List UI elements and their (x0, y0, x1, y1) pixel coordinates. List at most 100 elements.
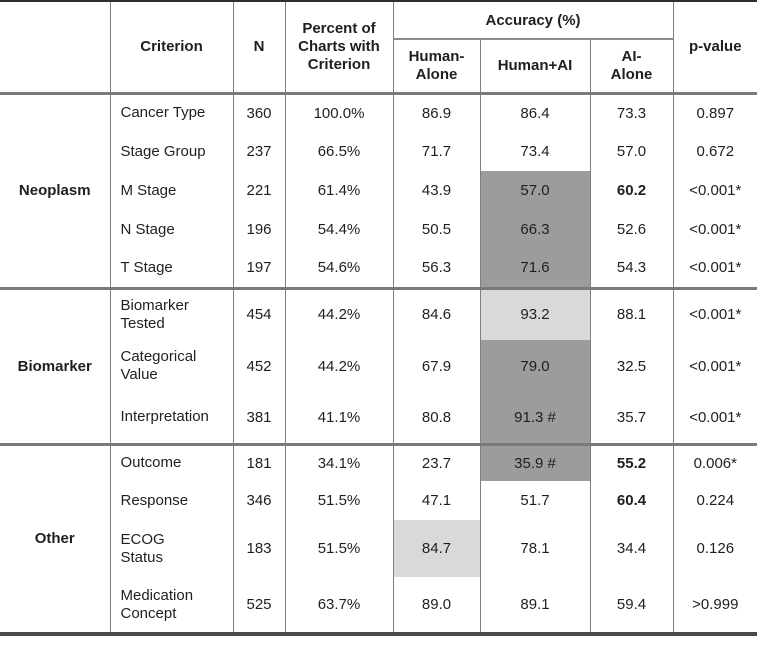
cell-human-alone: 80.8 (392, 392, 480, 444)
cell-criterion: Medication Concept (109, 577, 233, 634)
cell-percent: 100.0% (284, 93, 393, 132)
cell-human-alone: 86.9 (392, 93, 480, 132)
cell-percent: 61.4% (284, 171, 393, 210)
cell-ai-alone: 73.3 (589, 93, 674, 132)
table-row: Stage Group 237 66.5% 71.7 73.4 57.0 0.6… (0, 132, 757, 171)
table-row: Medication Concept 525 63.7% 89.0 89.1 5… (0, 577, 757, 634)
table-row: M Stage 221 61.4% 43.9 57.0 60.2 <0.001* (0, 171, 757, 210)
cell-group: Biomarker (0, 288, 110, 444)
cell-p-value: <0.001* (672, 288, 757, 340)
cell-human-alone: 84.6 (392, 288, 480, 340)
cell-human-ai: 73.4 (479, 132, 590, 171)
cell-ai-alone: 54.3 (589, 249, 674, 288)
cell-p-value: <0.001* (672, 249, 757, 288)
table-row: ECOG Status 183 51.5% 84.7 78.1 34.4 0.1… (0, 520, 757, 577)
table-row: Other Outcome 181 34.1% 23.7 35.9 # 55.2… (0, 444, 757, 634)
cell-group: Neoplasm (0, 93, 110, 288)
header-human-ai: Human+AI (479, 39, 590, 93)
cell-human-alone: 23.7 (392, 444, 480, 481)
table-row: Response 346 51.5% 47.1 51.7 60.4 0.224 (0, 481, 757, 520)
cell-human-ai: 93.2 (479, 288, 590, 340)
cell-human-ai: 71.6 (479, 249, 590, 288)
cell-n: 221 (232, 171, 285, 210)
cell-p-value: <0.001* (672, 210, 757, 249)
cell-human-alone: 84.7 (392, 520, 480, 577)
cell-criterion: T Stage (109, 249, 233, 288)
cell-n: 237 (232, 132, 285, 171)
cell-criterion: Categorical Value (109, 340, 233, 392)
cell-human-alone: 71.7 (392, 132, 480, 171)
cell-n: 196 (232, 210, 285, 249)
cell-p-value: 0.126 (672, 520, 757, 577)
cell-n: 183 (232, 520, 285, 577)
cell-criterion: N Stage (109, 210, 233, 249)
cell-ai-alone: 32.5 (589, 340, 674, 392)
cell-n: 452 (232, 340, 285, 392)
cell-criterion: Biomarker Tested (109, 288, 233, 340)
cell-human-alone: 43.9 (392, 171, 480, 210)
header-row-top: Criterion N Percent of Charts with Crite… (0, 1, 757, 93)
header-n: N (232, 1, 285, 93)
cell-p-value: 0.224 (672, 481, 757, 520)
cell-human-alone: 56.3 (392, 249, 480, 288)
cell-ai-alone: 52.6 (589, 210, 674, 249)
section-other: Other Outcome 181 34.1% 23.7 35.9 # 55.2… (0, 444, 757, 634)
header-human-alone: Human- Alone (392, 39, 480, 93)
cell-percent: 54.6% (284, 249, 393, 288)
cell-percent: 34.1% (284, 444, 393, 481)
cell-percent: 51.5% (284, 520, 393, 577)
cell-n: 525 (232, 577, 285, 634)
cell-ai-alone: 88.1 (589, 288, 674, 340)
cell-p-value: <0.001* (672, 340, 757, 392)
cell-human-ai: 51.7 (479, 481, 590, 520)
cell-percent: 51.5% (284, 481, 393, 520)
section-biomarker: Biomarker Biomarker Tested 454 44.2% 84.… (0, 288, 757, 444)
cell-n: 454 (232, 288, 285, 340)
cell-ai-alone: 59.4 (589, 577, 674, 634)
cell-human-ai: 57.0 (479, 171, 590, 210)
cell-criterion: Response (109, 481, 233, 520)
cell-n: 360 (232, 93, 285, 132)
cell-human-ai: 89.1 (479, 577, 590, 634)
cell-ai-alone: 55.2 (589, 444, 674, 481)
section-neoplasm: Neoplasm Cancer Type 360 100.0% 86.9 86.… (0, 93, 757, 288)
cell-human-alone: 50.5 (392, 210, 480, 249)
table-row: Biomarker Biomarker Tested 454 44.2% 84.… (0, 288, 757, 444)
cell-p-value: <0.001* (672, 392, 757, 444)
header-group-empty (0, 1, 110, 93)
cell-criterion: M Stage (109, 171, 233, 210)
cell-n: 346 (232, 481, 285, 520)
cell-p-value: 0.672 (672, 132, 757, 171)
cell-p-value: >0.999 (672, 577, 757, 634)
header-percent-charts: Percent of Charts with Criterion (284, 1, 393, 93)
cell-n: 197 (232, 249, 285, 288)
cell-human-alone: 47.1 (392, 481, 480, 520)
table-row: T Stage 197 54.6% 56.3 71.6 54.3 <0.001* (0, 249, 757, 288)
cell-percent: 63.7% (284, 577, 393, 634)
table-row: N Stage 196 54.4% 50.5 66.3 52.6 <0.001* (0, 210, 757, 249)
cell-human-ai: 66.3 (479, 210, 590, 249)
cell-criterion: ECOG Status (109, 520, 233, 577)
cell-ai-alone: 34.4 (589, 520, 674, 577)
cell-ai-alone: 60.2 (589, 171, 674, 210)
cell-ai-alone: 35.7 (589, 392, 674, 444)
header-row-sub: Human- Alone Human+AI AI- Alone (0, 39, 757, 93)
header-p-value: p-value (672, 1, 757, 93)
cell-criterion: Interpretation (109, 392, 233, 444)
header-ai-alone: AI- Alone (589, 39, 674, 93)
cell-percent: 54.4% (284, 210, 393, 249)
cell-group: Other (0, 444, 110, 634)
table-row: Interpretation 381 41.1% 80.8 91.3 # 35.… (0, 392, 757, 444)
cell-criterion: Stage Group (109, 132, 233, 171)
cell-percent: 41.1% (284, 392, 393, 444)
cell-criterion: Cancer Type (109, 93, 233, 132)
header-accuracy: Accuracy (%) (392, 1, 674, 40)
cell-human-ai: 86.4 (479, 93, 590, 132)
cell-percent: 44.2% (284, 340, 393, 392)
table-header: Criterion N Percent of Charts with Crite… (0, 1, 757, 93)
cell-human-alone: 89.0 (392, 577, 480, 634)
cell-percent: 44.2% (284, 288, 393, 340)
cell-criterion: Outcome (109, 444, 233, 481)
cell-ai-alone: 57.0 (589, 132, 674, 171)
cell-p-value: 0.897 (672, 93, 757, 132)
